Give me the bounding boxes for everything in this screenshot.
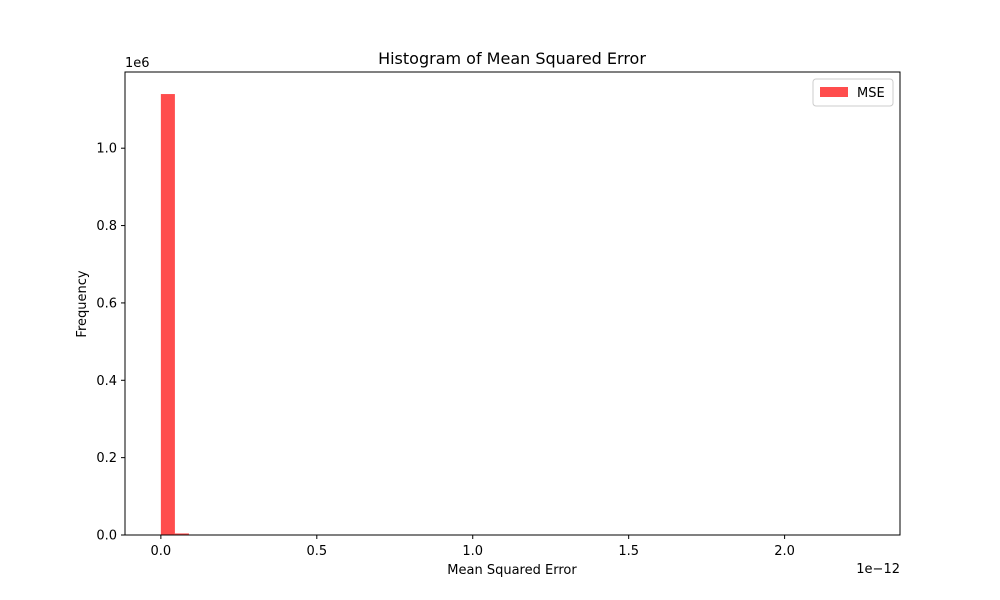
y-axis-ticks: 0.0 0.2 0.4 0.6 0.8 1.0 bbox=[96, 142, 125, 544]
histogram-bar-0 bbox=[160, 94, 175, 536]
bars-layer bbox=[160, 94, 189, 536]
y-tick-label: 1.0 bbox=[96, 142, 117, 157]
x-offset-label: 1e−12 bbox=[856, 562, 900, 577]
legend-swatch-mse bbox=[820, 87, 848, 97]
plot-area-frame bbox=[124, 71, 901, 536]
y-offset-label: 1e6 bbox=[125, 56, 150, 71]
x-axis-label: Mean Squared Error bbox=[447, 563, 577, 578]
histogram-bar-1 bbox=[174, 533, 189, 535]
legend: MSE bbox=[812, 78, 894, 107]
x-tick-label: 1.5 bbox=[618, 544, 639, 559]
y-tick-label: 0.8 bbox=[96, 219, 117, 234]
y-tick-label: 0.2 bbox=[96, 451, 117, 466]
x-axis-ticks: 0.0 0.5 1.0 1.5 2.0 bbox=[151, 535, 795, 559]
y-tick-label: 0.0 bbox=[96, 529, 117, 544]
x-tick-label: 0.5 bbox=[306, 544, 327, 559]
legend-box bbox=[812, 78, 894, 107]
x-tick-label: 2.0 bbox=[774, 544, 795, 559]
y-axis-label: Frequency bbox=[75, 270, 90, 337]
y-tick-label: 0.6 bbox=[96, 296, 117, 311]
chart-title: Histogram of Mean Squared Error bbox=[378, 49, 646, 68]
y-tick-label: 0.4 bbox=[96, 374, 117, 389]
legend-label-mse: MSE bbox=[857, 86, 885, 101]
x-tick-label: 0.0 bbox=[151, 544, 172, 559]
x-tick-label: 1.0 bbox=[462, 544, 483, 559]
